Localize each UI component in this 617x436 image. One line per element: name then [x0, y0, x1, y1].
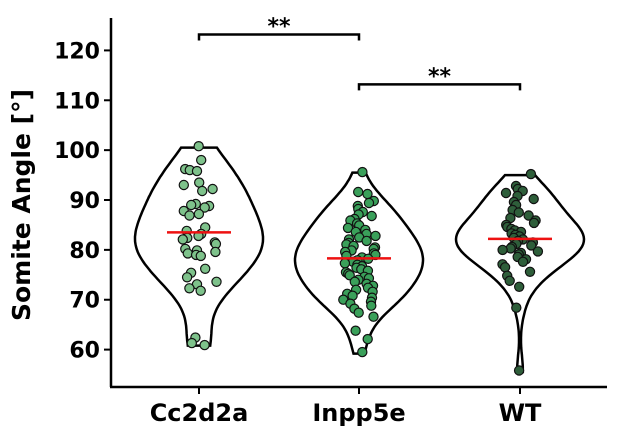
y-tick-label: 110 — [54, 89, 100, 114]
median-lines — [167, 231, 552, 260]
x-tick-label: WT — [499, 399, 542, 427]
y-ticks: 60 70 80 90 100 110 120 — [54, 39, 111, 364]
y-tick-label: 70 — [69, 289, 100, 314]
x-tick-label: Cc2d2a — [150, 399, 249, 427]
significance-bracket — [357, 83, 522, 91]
data-point — [366, 300, 377, 311]
data-point — [353, 307, 364, 318]
data-point — [195, 250, 206, 262]
significance-bracket — [197, 33, 361, 41]
data-point — [514, 281, 525, 292]
data-points — [177, 140, 544, 376]
data-point — [357, 166, 368, 178]
data-point — [517, 256, 529, 267]
data-point — [350, 325, 361, 336]
data-point — [199, 339, 210, 351]
data-point — [353, 186, 364, 198]
data-point — [497, 244, 508, 256]
data-point — [207, 183, 218, 195]
data-point — [361, 235, 372, 247]
violin-cc2d2a — [133, 146, 265, 347]
data-point — [184, 210, 195, 221]
x-tick-label: Inpp5e — [312, 399, 405, 427]
data-point — [199, 263, 211, 274]
significance-brackets: ** ** — [197, 14, 522, 91]
data-point — [528, 217, 540, 229]
y-tick-label: 90 — [69, 189, 100, 214]
data-point — [370, 230, 381, 242]
data-point — [339, 258, 351, 269]
data-point — [182, 248, 193, 259]
data-point — [211, 276, 222, 287]
data-point — [184, 283, 195, 294]
data-point — [500, 187, 512, 199]
data-point — [524, 266, 536, 277]
data-point — [178, 179, 189, 191]
data-point — [523, 210, 534, 221]
data-point — [177, 234, 188, 245]
data-point — [210, 246, 221, 258]
data-point — [199, 202, 210, 213]
data-point — [362, 333, 373, 345]
data-point — [513, 207, 525, 218]
data-point — [504, 275, 515, 286]
data-point — [357, 346, 368, 358]
data-point — [513, 365, 525, 376]
data-point — [368, 311, 379, 322]
data-point — [186, 337, 197, 349]
y-tick-label: 100 — [54, 139, 100, 164]
data-point — [499, 262, 511, 273]
data-point — [191, 165, 203, 177]
data-point — [363, 197, 375, 209]
data-point — [526, 240, 537, 251]
significance-label: ** — [267, 14, 291, 39]
violin-inpp5e — [293, 171, 425, 355]
data-point — [193, 140, 204, 152]
y-tick-label: 120 — [54, 39, 100, 64]
significance-label: ** — [428, 64, 452, 89]
data-point — [181, 272, 193, 283]
data-point — [525, 168, 537, 180]
y-tick-label: 60 — [69, 339, 100, 364]
data-point — [511, 302, 522, 313]
data-point — [528, 193, 539, 205]
data-point — [185, 199, 197, 211]
data-point — [193, 208, 205, 220]
data-point — [196, 185, 208, 197]
data-point — [532, 246, 544, 257]
data-point — [195, 285, 206, 296]
data-point — [195, 154, 207, 166]
data-point — [366, 210, 377, 222]
y-tick-label: 80 — [69, 239, 100, 264]
x-ticks: Cc2d2a Inpp5e WT — [150, 387, 542, 427]
y-axis-title: Somite Angle [°] — [7, 89, 36, 321]
